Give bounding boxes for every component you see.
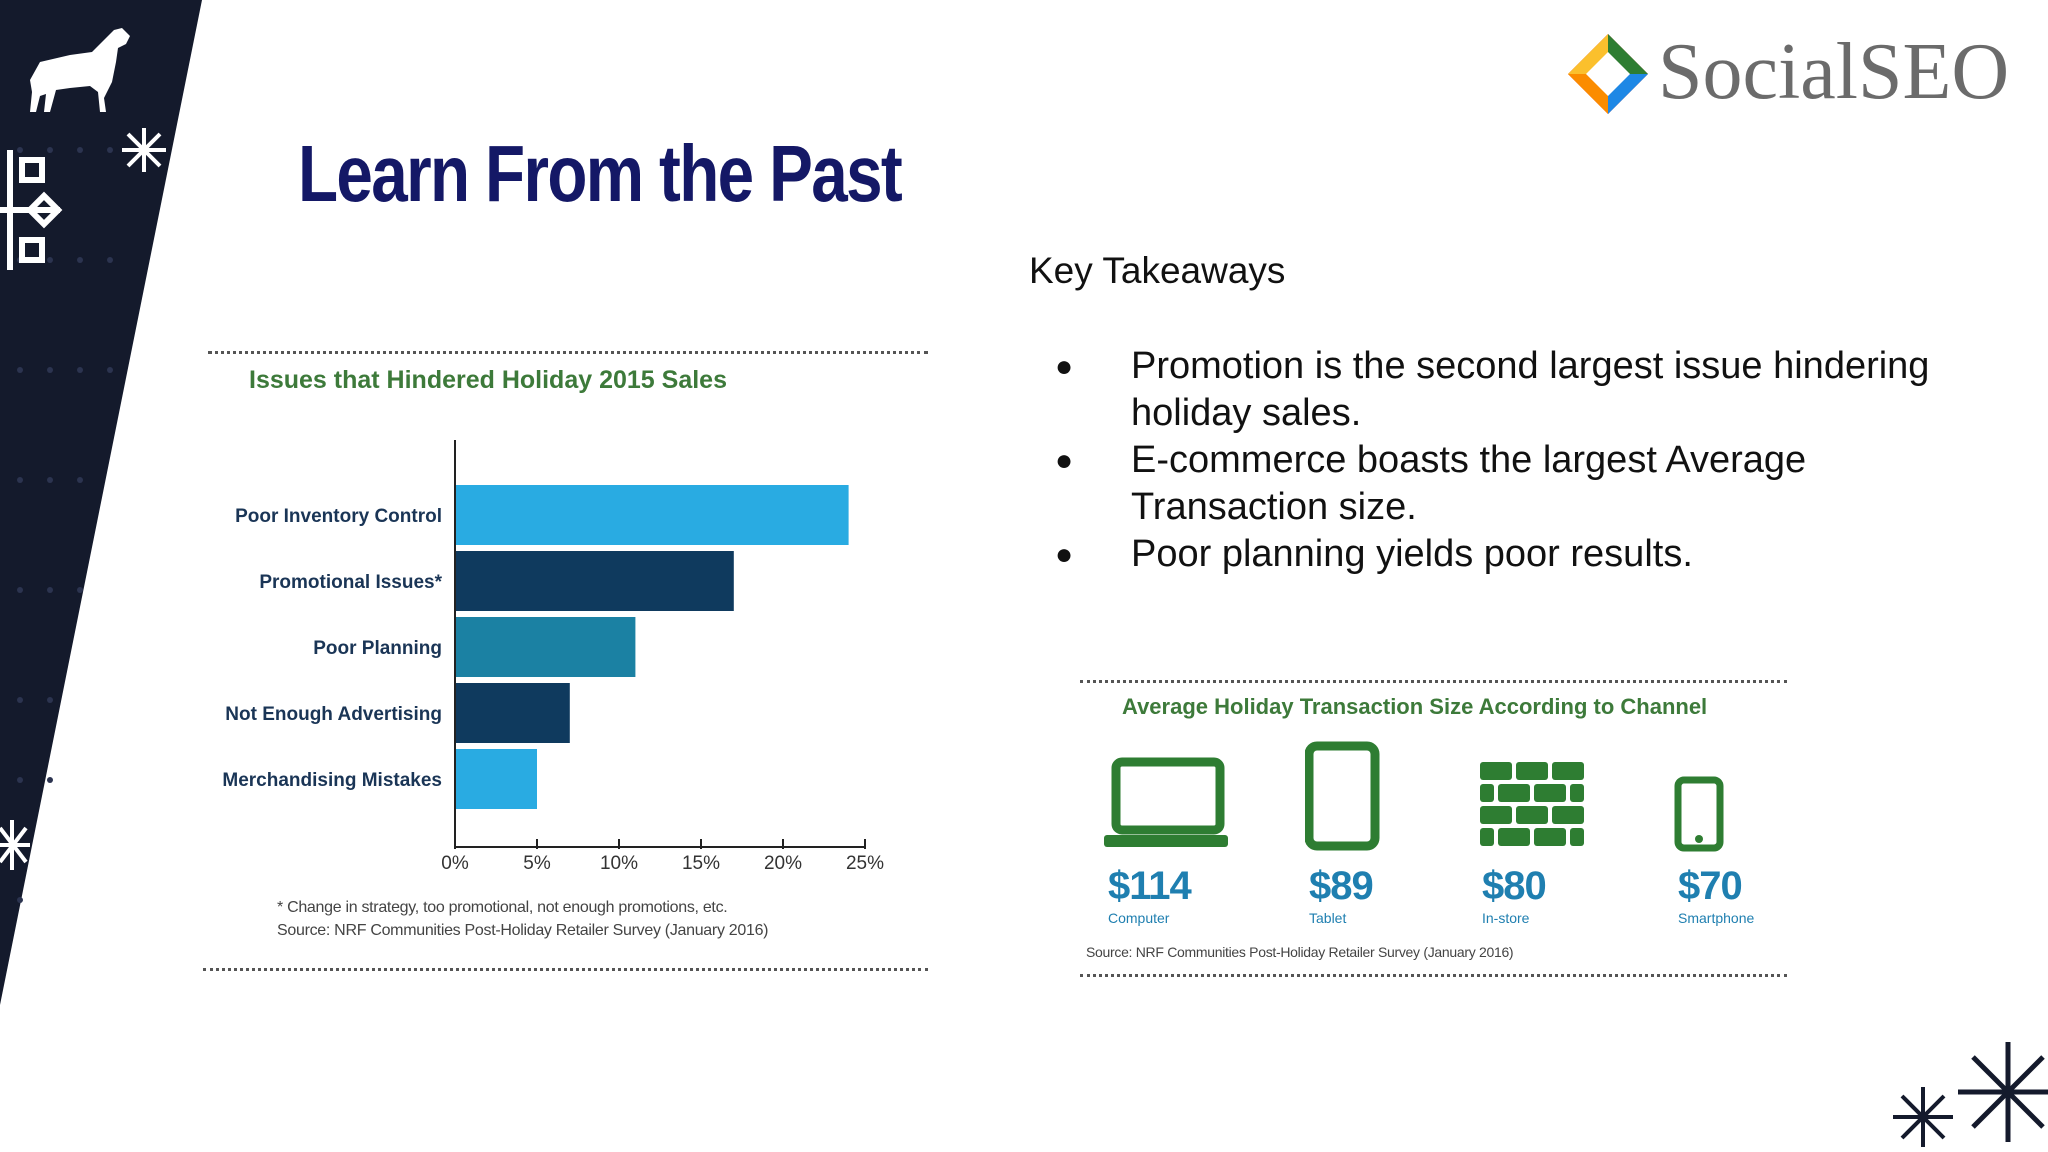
takeaways-list: ● Promotion is the second largest issue h… [1055, 343, 1935, 578]
channel-top-divider [1080, 680, 1787, 683]
channel-label: In-store [1482, 910, 1530, 926]
x-tick-label: 20% [764, 853, 802, 874]
snowflake-icon [122, 128, 166, 172]
logo-text: SocialSEO [1658, 28, 2010, 116]
channel-source: Source: NRF Communities Post-Holiday Ret… [1086, 944, 1514, 960]
bar [456, 485, 849, 545]
category-label: Merchandising Mistakes [222, 770, 442, 791]
channel-label: Tablet [1309, 910, 1347, 926]
x-tick-label: 25% [846, 853, 884, 874]
snowflake-icon [1893, 1087, 1953, 1147]
takeaway-item: ● Promotion is the second largest issue h… [1055, 343, 1935, 437]
takeaway-item: ● Poor planning yields poor results. [1055, 531, 1935, 578]
channel-computer: $114 Computer [1104, 740, 1284, 930]
channel-value: $70 [1678, 864, 1743, 908]
bullet-icon: ● [1055, 350, 1074, 383]
channel-value: $89 [1309, 864, 1374, 908]
bullet-icon: ● [1055, 538, 1074, 571]
issues-bar-chart: Poor Inventory Control Promotional Issues… [222, 440, 884, 874]
footnote-text: * Change in strategy, too promotional, n… [277, 899, 728, 916]
logo-mark-icon [1568, 34, 1648, 114]
decorative-band [0, 0, 202, 1005]
page-title: Learn From the Past [298, 129, 903, 218]
chart-title: Issues that Hindered Holiday 2015 Sales [249, 366, 727, 394]
takeaway-text: E-commerce boasts the largest Average Tr… [1131, 439, 1807, 528]
bar [456, 551, 734, 611]
channel-bottom-divider [1080, 974, 1787, 977]
source-text: Source: NRF Communities Post-Holiday Ret… [277, 922, 769, 939]
x-tick-label: 15% [682, 853, 720, 874]
takeaways-heading: Key Takeaways [1029, 250, 1286, 291]
bar [456, 683, 570, 743]
x-tick-label: 10% [600, 853, 638, 874]
x-tick-label: 5% [523, 853, 551, 874]
bar [456, 617, 636, 677]
channel-title: Average Holiday Transaction Size Accordi… [1122, 694, 1708, 719]
takeaway-text: Promotion is the second largest issue hi… [1131, 345, 1930, 434]
chart-bottom-divider [203, 968, 928, 971]
takeaway-item: ● E-commerce boasts the largest Average T… [1055, 437, 1935, 531]
chart-top-divider [208, 351, 928, 354]
bar [456, 749, 537, 809]
corner-snowflakes [1893, 1042, 2048, 1147]
channel-label: Smartphone [1678, 910, 1755, 926]
channel-value: $114 [1108, 864, 1192, 908]
tablet-icon [1305, 741, 1380, 851]
laptop-icon [1104, 757, 1228, 847]
channel-instore: $80 In-store [1478, 740, 1658, 930]
channel-tablet: $89 Tablet [1305, 740, 1485, 930]
channel-smartphone: $70 Smartphone [1674, 740, 1854, 930]
channel-label: Computer [1108, 910, 1170, 926]
category-label: Poor Planning [313, 638, 442, 659]
channel-value: $80 [1482, 864, 1547, 908]
category-label: Promotional Issues* [259, 572, 442, 593]
snowflake-icon [0, 820, 30, 870]
dog-icon [30, 28, 130, 112]
x-tick-label: 0% [441, 853, 469, 874]
category-label: Poor Inventory Control [235, 506, 442, 527]
snowflake-icon [1958, 1042, 2048, 1142]
chart-footnote: * Change in strategy, too promotional, n… [277, 896, 769, 942]
bullet-icon: ● [1055, 444, 1074, 477]
snowflake-icon [0, 150, 63, 270]
brick-wall-icon [1480, 762, 1584, 846]
category-label: Not Enough Advertising [225, 704, 442, 725]
takeaway-text: Poor planning yields poor results. [1131, 533, 1693, 575]
smartphone-icon [1674, 776, 1724, 852]
socialseo-logo[interactable]: SocialSEO [1568, 28, 2010, 120]
